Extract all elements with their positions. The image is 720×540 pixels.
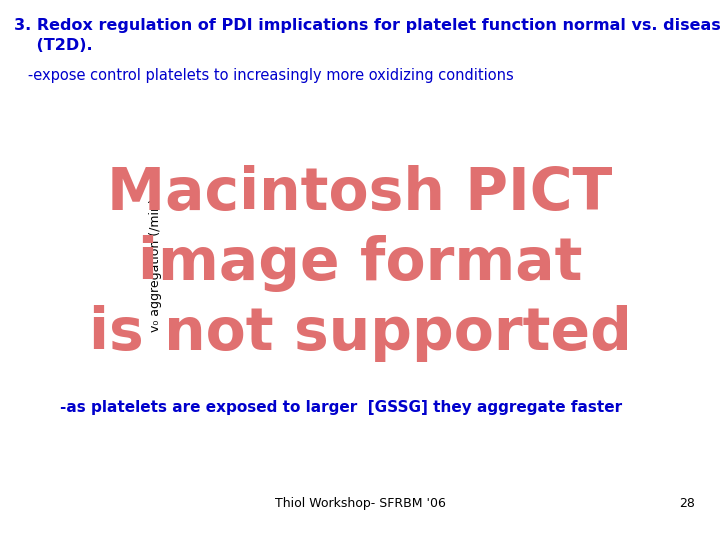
- Text: -expose control platelets to increasingly more oxidizing conditions: -expose control platelets to increasingl…: [14, 68, 514, 83]
- Text: image format: image format: [138, 235, 582, 292]
- Text: is not supported: is not supported: [89, 305, 631, 362]
- Text: (T2D).: (T2D).: [14, 38, 93, 53]
- Text: 28: 28: [679, 497, 695, 510]
- Text: -as platelets are exposed to larger  [GSSG] they aggregate faster: -as platelets are exposed to larger [GSS…: [60, 400, 622, 415]
- Text: Macintosh PICT: Macintosh PICT: [107, 165, 613, 222]
- Text: 3. Redox regulation of PDI implications for platelet function normal vs. disease: 3. Redox regulation of PDI implications …: [14, 18, 720, 33]
- Text: Thiol Workshop- SFRBM '06: Thiol Workshop- SFRBM '06: [274, 497, 446, 510]
- Text: v₀ aggregation (/min): v₀ aggregation (/min): [148, 198, 161, 332]
